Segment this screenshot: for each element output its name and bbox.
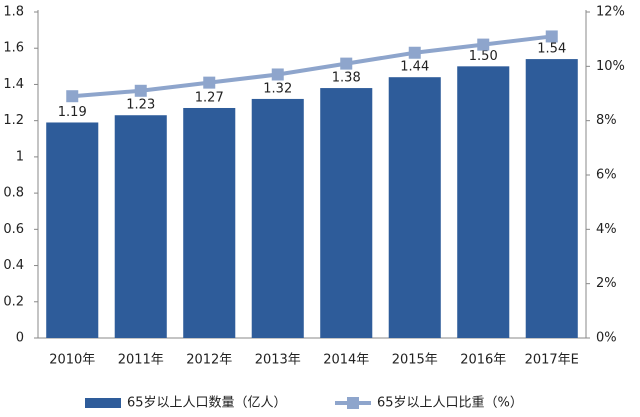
x-tick-label: 2014年 (323, 353, 369, 368)
y-tick-label: 0.8 (3, 186, 24, 201)
y-tick-label: 0.4 (3, 258, 24, 273)
marker (203, 76, 216, 89)
y2-tick-label: 6% (596, 168, 617, 183)
x-tick-label: 2013年 (255, 353, 301, 368)
legend-swatch (347, 397, 359, 409)
y2-tick-label: 2% (596, 276, 617, 291)
line (72, 34, 552, 99)
marker (271, 68, 284, 81)
x-tick-label: 2011年 (118, 353, 164, 368)
bar (525, 59, 578, 338)
marker (408, 46, 421, 59)
bar (114, 115, 167, 338)
marker (66, 90, 79, 103)
bar (46, 122, 99, 338)
legend-label: 65岁以上人口数量（亿人） (127, 396, 287, 411)
x-tick-label: 2017年E (525, 353, 579, 368)
y-tick-label: 0 (16, 331, 24, 346)
value-label: 1.32 (263, 81, 292, 96)
y2-tick-label: 8% (596, 113, 617, 128)
bar (388, 77, 441, 338)
y-tick-label: 0.2 (3, 294, 24, 309)
value-label: 1.27 (195, 90, 224, 105)
value-label: 1.50 (469, 49, 498, 64)
x-tick-label: 2012年 (186, 353, 232, 368)
bar (457, 66, 510, 338)
marker (134, 84, 147, 97)
y-tick-label: 1 (16, 149, 24, 164)
y-tick-label: 1.4 (3, 77, 24, 92)
value-label: 1.38 (332, 71, 361, 86)
y-tick-label: 1.8 (3, 5, 24, 20)
marker (477, 38, 490, 51)
value-label: 1.23 (126, 98, 155, 113)
x-tick-label: 2016年 (460, 353, 506, 368)
y2-tick-label: 4% (596, 222, 617, 237)
y-tick-label: 1.6 (3, 41, 24, 56)
marker (545, 30, 558, 43)
value-label: 1.44 (400, 60, 429, 75)
y2-tick-label: 12% (596, 5, 625, 20)
bar (320, 88, 373, 338)
y2-tick-label: 0% (596, 331, 617, 346)
y-tick-label: 0.6 (3, 222, 24, 237)
value-label: 1.54 (537, 42, 566, 57)
y2-tick-label: 10% (596, 59, 625, 74)
bar (183, 107, 236, 338)
marker (340, 57, 353, 70)
legend-swatch (85, 398, 121, 408)
x-tick-label: 2010年 (49, 353, 95, 368)
y-tick-label: 1.2 (3, 113, 24, 128)
x-tick-label: 2015年 (392, 353, 438, 368)
value-label: 1.19 (58, 105, 87, 120)
bar (251, 98, 304, 338)
legend-label: 65岁以上人口比重（%） (377, 395, 523, 411)
